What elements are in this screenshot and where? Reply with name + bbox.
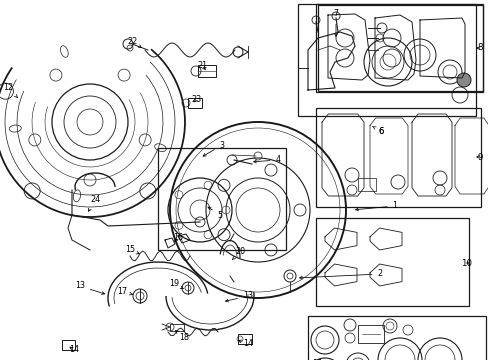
Text: 19: 19 — [168, 279, 183, 289]
Text: 14: 14 — [69, 346, 79, 355]
Text: 17: 17 — [117, 288, 132, 297]
Text: 3: 3 — [203, 140, 224, 156]
Text: 21: 21 — [197, 62, 206, 71]
Text: 22: 22 — [128, 37, 141, 48]
Text: 9: 9 — [477, 153, 482, 162]
Text: 18: 18 — [175, 330, 189, 342]
Text: 7: 7 — [333, 9, 338, 36]
Text: 24: 24 — [88, 195, 100, 211]
Text: 23: 23 — [190, 95, 201, 104]
Bar — [198, 65, 216, 77]
Text: 20: 20 — [232, 248, 244, 260]
Text: 16: 16 — [173, 234, 183, 243]
Bar — [238, 334, 251, 344]
Bar — [315, 218, 468, 306]
Text: 1: 1 — [355, 202, 397, 211]
Text: 8: 8 — [476, 44, 482, 53]
Bar — [315, 108, 480, 207]
Text: 6: 6 — [377, 126, 383, 135]
Text: 12: 12 — [3, 84, 18, 98]
Circle shape — [456, 73, 470, 87]
Text: 13: 13 — [75, 282, 104, 294]
Bar — [170, 324, 183, 331]
Bar — [62, 340, 75, 350]
Text: 4: 4 — [253, 156, 280, 165]
Text: 10: 10 — [460, 258, 471, 267]
Bar — [317, 5, 482, 91]
Text: 2: 2 — [299, 270, 382, 279]
Text: 6: 6 — [372, 126, 383, 135]
Text: 13: 13 — [225, 292, 252, 302]
Text: 14: 14 — [238, 339, 252, 348]
Bar — [315, 4, 482, 92]
Bar — [357, 325, 383, 343]
Bar — [307, 316, 485, 360]
Bar — [357, 178, 375, 191]
Text: 5: 5 — [207, 207, 222, 220]
Bar — [158, 148, 285, 250]
Bar — [187, 98, 202, 108]
Text: 15: 15 — [124, 246, 139, 255]
Bar — [297, 4, 475, 116]
